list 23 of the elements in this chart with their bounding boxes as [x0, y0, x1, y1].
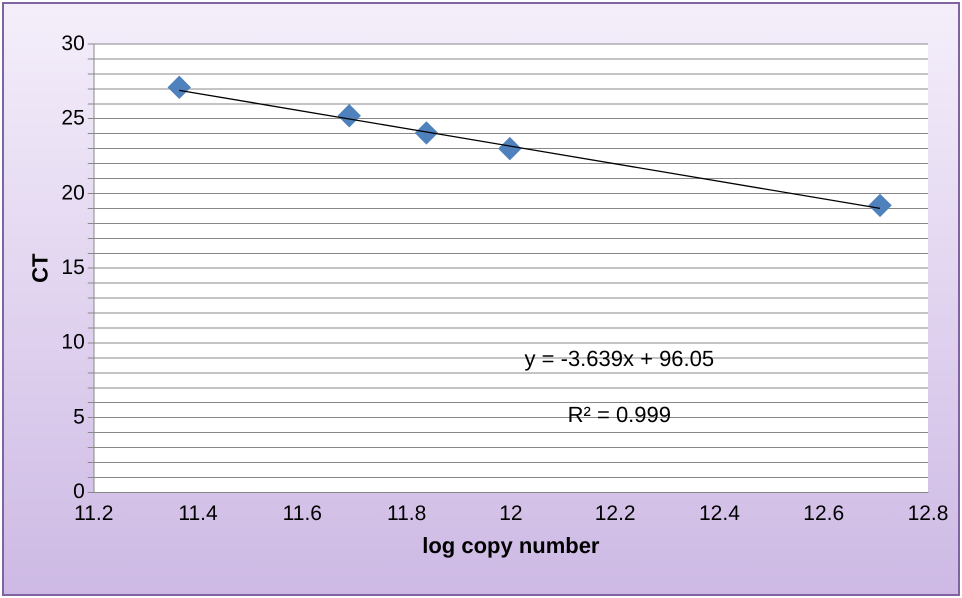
- x-tick-label: 12.6: [803, 502, 844, 525]
- x-tick-label: 11.8: [386, 502, 426, 525]
- point: [338, 104, 361, 128]
- point: [868, 194, 892, 217]
- annotation: y = -3.639x + 96.05: [524, 346, 714, 372]
- y-tick-label: 5: [73, 405, 85, 428]
- x-tick-label: 11.2: [74, 502, 114, 525]
- y-tick-label: 0: [73, 480, 85, 504]
- x-tick-label: 11.4: [178, 502, 218, 525]
- y-axis-title: CT: [27, 252, 52, 283]
- x-tick-label: 12.4: [699, 502, 740, 525]
- y-tick-label: 10: [61, 330, 85, 354]
- x-axis-title: log copy number: [422, 532, 600, 558]
- y-tick-label: 30: [61, 32, 85, 55]
- x-tick-label: 12.8: [908, 502, 948, 525]
- point: [168, 76, 191, 99]
- y-tick-label: 20: [61, 181, 85, 204]
- x-tick-label: 11.6: [282, 502, 322, 525]
- y-tick-label: 25: [61, 106, 85, 130]
- annotation: R² = 0.999: [568, 402, 672, 428]
- x-tick-label: 12: [499, 502, 523, 525]
- y-tick-label: 15: [61, 256, 85, 279]
- x-tick-label: 12.2: [594, 502, 636, 525]
